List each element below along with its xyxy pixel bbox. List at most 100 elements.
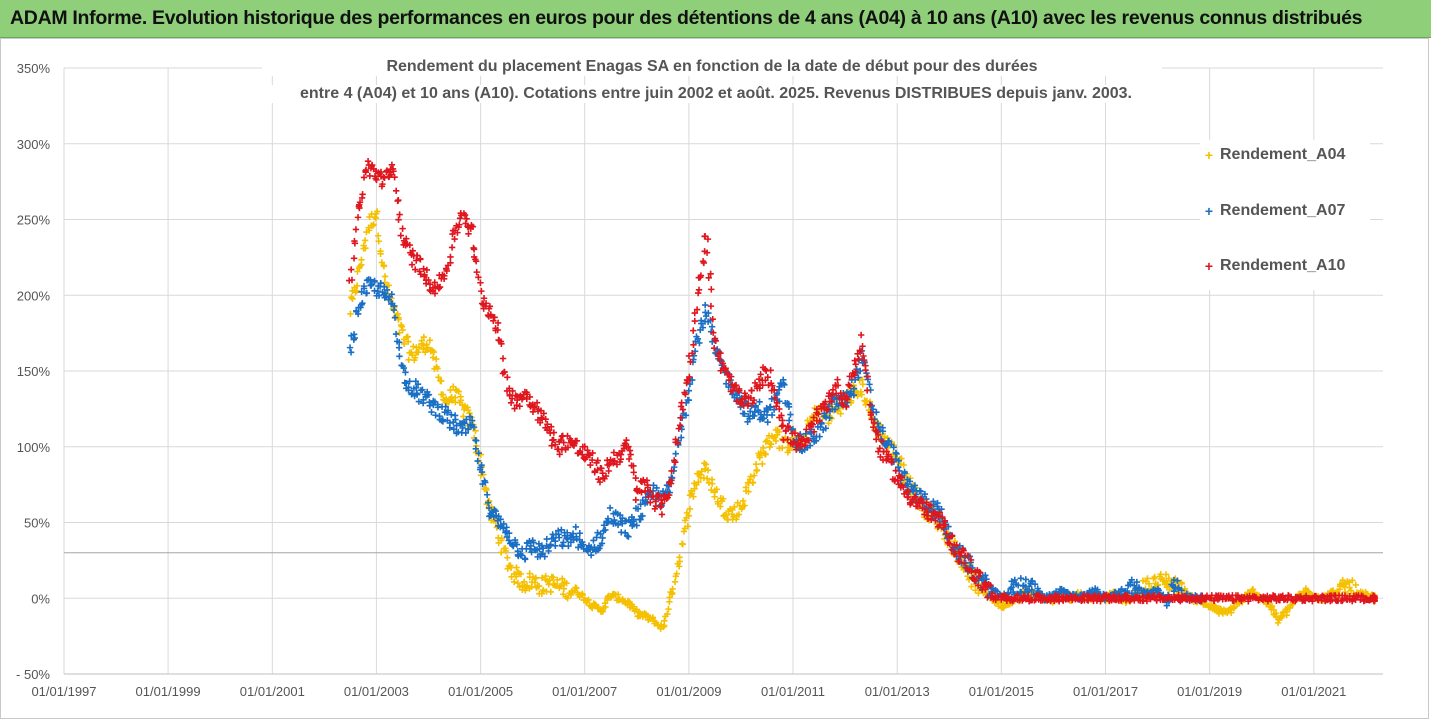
point-rendement-a10 bbox=[421, 271, 428, 279]
point-rendement-a10 bbox=[665, 491, 673, 499]
point-rendement-a04 bbox=[688, 490, 696, 497]
point-rendement-a07 bbox=[459, 424, 466, 432]
point-rendement-a07 bbox=[552, 542, 559, 550]
point-rendement-a04 bbox=[708, 480, 716, 487]
y-tick-label: 0% bbox=[31, 591, 50, 606]
point-rendement-a10 bbox=[412, 266, 419, 273]
point-rendement-a10 bbox=[876, 445, 883, 452]
point-rendement-a04 bbox=[375, 238, 382, 245]
point-rendement-a10 bbox=[816, 417, 823, 425]
point-rendement-a10 bbox=[694, 289, 702, 297]
y-tick-label: 150% bbox=[17, 364, 51, 379]
point-rendement-a04 bbox=[705, 479, 713, 487]
point-rendement-a07 bbox=[559, 543, 566, 550]
point-rendement-a10 bbox=[605, 467, 612, 475]
point-rendement-a04 bbox=[415, 344, 423, 351]
point-rendement-a10 bbox=[507, 399, 515, 407]
point-rendement-a10 bbox=[588, 456, 596, 464]
point-rendement-a07 bbox=[741, 410, 748, 418]
point-rendement-a07 bbox=[428, 408, 435, 416]
point-rendement-a10 bbox=[851, 372, 858, 379]
point-rendement-a10 bbox=[475, 274, 482, 281]
point-rendement-a10 bbox=[658, 511, 666, 518]
point-rendement-a07 bbox=[768, 411, 776, 419]
point-rendement-a10 bbox=[927, 502, 935, 509]
point-rendement-a10 bbox=[596, 478, 604, 486]
point-rendement-a07 bbox=[825, 402, 833, 410]
point-rendement-a07 bbox=[474, 457, 481, 465]
point-rendement-a10 bbox=[564, 444, 572, 451]
point-rendement-a10 bbox=[501, 368, 508, 376]
point-rendement-a04 bbox=[464, 407, 472, 414]
point-rendement-a10 bbox=[716, 356, 724, 364]
point-rendement-a04 bbox=[517, 570, 525, 578]
point-rendement-a10 bbox=[587, 461, 594, 469]
point-rendement-a10 bbox=[584, 447, 591, 454]
point-rendement-a10 bbox=[685, 352, 693, 360]
point-rendement-a04 bbox=[673, 570, 680, 577]
point-rendement-a10 bbox=[968, 567, 975, 574]
point-rendement-a10 bbox=[785, 424, 793, 431]
point-rendement-a04 bbox=[579, 591, 586, 599]
point-rendement-a10 bbox=[748, 387, 755, 394]
point-rendement-a10 bbox=[388, 161, 396, 169]
point-rendement-a07 bbox=[677, 434, 685, 441]
point-rendement-a07 bbox=[439, 418, 447, 425]
point-rendement-a10 bbox=[883, 448, 890, 455]
point-rendement-a07 bbox=[1017, 575, 1025, 582]
point-rendement-a10 bbox=[456, 221, 463, 228]
point-rendement-a10 bbox=[399, 225, 406, 232]
point-rendement-a10 bbox=[689, 350, 696, 357]
point-rendement-a04 bbox=[762, 438, 770, 445]
point-rendement-a07 bbox=[597, 530, 604, 538]
point-rendement-a07 bbox=[565, 542, 572, 550]
point-rendement-a07 bbox=[653, 484, 660, 492]
point-rendement-a10 bbox=[625, 443, 632, 450]
point-rendement-a07 bbox=[982, 572, 989, 579]
point-rendement-a10 bbox=[728, 373, 735, 380]
point-rendement-a04 bbox=[671, 578, 679, 585]
point-rendement-a10 bbox=[690, 327, 697, 334]
point-rendement-a07 bbox=[472, 445, 479, 453]
point-rendement-a10 bbox=[630, 462, 637, 470]
point-rendement-a10 bbox=[638, 489, 645, 496]
point-rendement-a04 bbox=[691, 485, 698, 493]
point-rendement-a07 bbox=[945, 523, 952, 530]
point-rendement-a04 bbox=[854, 392, 861, 400]
y-tick-label: 50% bbox=[24, 516, 50, 531]
point-rendement-a04 bbox=[362, 244, 369, 252]
point-rendement-a07 bbox=[359, 299, 366, 307]
point-rendement-a10 bbox=[687, 358, 694, 366]
point-rendement-a04 bbox=[900, 461, 907, 469]
point-rendement-a07 bbox=[682, 412, 690, 419]
point-rendement-a10 bbox=[469, 223, 477, 230]
point-rendement-a07 bbox=[450, 426, 458, 433]
y-tick-label: 300% bbox=[17, 137, 51, 152]
point-rendement-a10 bbox=[390, 168, 397, 175]
point-rendement-a07 bbox=[685, 387, 693, 394]
point-rendement-a07 bbox=[1011, 576, 1018, 584]
point-rendement-a04 bbox=[759, 444, 767, 452]
point-rendement-a07 bbox=[478, 468, 486, 476]
point-rendement-a10 bbox=[898, 474, 906, 481]
point-rendement-a10 bbox=[977, 569, 984, 577]
point-rendement-a04 bbox=[972, 587, 979, 594]
point-rendement-a10 bbox=[732, 381, 740, 389]
point-rendement-a07 bbox=[593, 534, 600, 541]
point-rendement-a07 bbox=[576, 530, 584, 537]
point-rendement-a10 bbox=[946, 540, 953, 547]
point-rendement-a07 bbox=[1170, 587, 1178, 595]
point-rendement-a04 bbox=[719, 495, 727, 502]
point-rendement-a04 bbox=[396, 329, 403, 336]
point-rendement-a04 bbox=[735, 511, 743, 518]
point-rendement-a07 bbox=[994, 588, 1001, 595]
point-rendement-a10 bbox=[784, 436, 791, 443]
point-rendement-a10 bbox=[658, 496, 665, 504]
point-rendement-a04 bbox=[601, 600, 609, 607]
point-rendement-a04 bbox=[1145, 580, 1153, 587]
point-rendement-a07 bbox=[487, 512, 494, 520]
point-rendement-a10 bbox=[843, 403, 850, 411]
point-rendement-a10 bbox=[573, 437, 581, 445]
point-rendement-a04 bbox=[361, 237, 369, 244]
point-rendement-a10 bbox=[420, 265, 427, 273]
